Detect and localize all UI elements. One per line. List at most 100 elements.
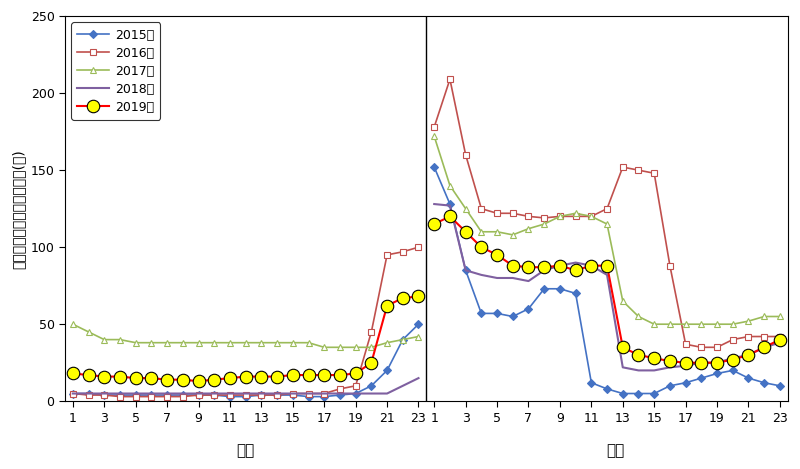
2015年 [492,310,502,316]
2015年 [744,375,754,381]
2015年 [508,314,518,319]
2019年 [650,356,659,361]
2019年 [602,263,612,268]
2018年 [477,272,486,278]
Line: 2015年: 2015年 [431,164,782,396]
2016年 [775,334,785,340]
2019年 [477,244,486,250]
2018年 [524,278,534,284]
2019年 [775,337,785,342]
2018年 [571,260,581,265]
2016年 [634,167,643,173]
2019年 [571,267,581,273]
2019年 [665,358,674,364]
2018年 [650,368,659,373]
2019年 [681,360,690,365]
2017年 [618,298,627,304]
Line: 2017年: 2017年 [431,134,782,327]
2016年 [602,206,612,212]
2018年 [539,267,549,273]
2017年 [728,321,738,327]
2015年 [477,310,486,316]
2015年 [697,375,706,381]
2019年 [744,352,754,358]
2015年 [445,201,454,207]
2015年 [524,306,534,311]
2018年 [602,272,612,278]
2016年 [477,206,486,212]
2015年 [602,386,612,392]
2016年 [665,263,674,268]
Line: 2019年: 2019年 [428,210,786,369]
2018年 [492,275,502,281]
2016年 [712,345,722,350]
2015年 [681,380,690,386]
2018年 [445,203,454,208]
2019年 [555,263,565,268]
2017年 [650,321,659,327]
2019年 [430,221,439,227]
2016年 [430,124,439,130]
2016年 [445,76,454,82]
2015年 [461,267,470,273]
2015年 [665,383,674,389]
2017年 [634,314,643,319]
2017年 [524,226,534,232]
Line: 2016年: 2016年 [431,76,782,350]
2015年 [634,391,643,396]
Y-axis label: 全国逐小时重污染城市数量(个): 全国逐小时重污染城市数量(个) [11,149,25,269]
2019年 [759,345,769,350]
2017年 [697,321,706,327]
2019年 [697,360,706,365]
2019年 [728,357,738,363]
2019年 [586,263,596,268]
2017年 [430,134,439,139]
2015年 [586,380,596,386]
2018年 [618,364,627,370]
2017年 [461,206,470,212]
2017年 [571,211,581,216]
2016年 [555,213,565,219]
2017年 [775,314,785,319]
2017年 [744,318,754,324]
2016年 [586,213,596,219]
2016年 [650,170,659,176]
2019年 [712,360,722,365]
2018年 [681,363,690,369]
2018年 [728,356,738,361]
2018年 [744,352,754,358]
2018年 [508,275,518,281]
2017年 [445,183,454,189]
2016年 [618,164,627,170]
2017年 [665,321,674,327]
2019年 [508,263,518,268]
2018年 [461,267,470,273]
2015年 [775,383,785,389]
2017年 [492,229,502,234]
2015年 [650,391,659,396]
2017年 [759,314,769,319]
2015年 [618,391,627,396]
2018年 [712,360,722,365]
2016年 [508,211,518,216]
2016年 [681,341,690,347]
2018年 [697,360,706,365]
2016年 [492,211,502,216]
2019年 [634,352,643,358]
2016年 [571,213,581,219]
Text: 除夕: 除夕 [237,443,254,458]
2015年 [728,368,738,373]
2015年 [430,164,439,170]
2016年 [524,213,534,219]
Line: 2018年: 2018年 [434,204,780,371]
2018年 [555,263,565,268]
2016年 [697,345,706,350]
2019年 [618,345,627,350]
Legend: 2015年, 2016年, 2017年, 2018年, 2019年: 2015年, 2016年, 2017年, 2018年, 2019年 [71,23,161,120]
2017年 [681,321,690,327]
Text: 初一: 初一 [606,443,624,458]
2017年 [555,213,565,219]
2018年 [665,364,674,370]
2016年 [461,152,470,158]
2019年 [445,213,454,219]
